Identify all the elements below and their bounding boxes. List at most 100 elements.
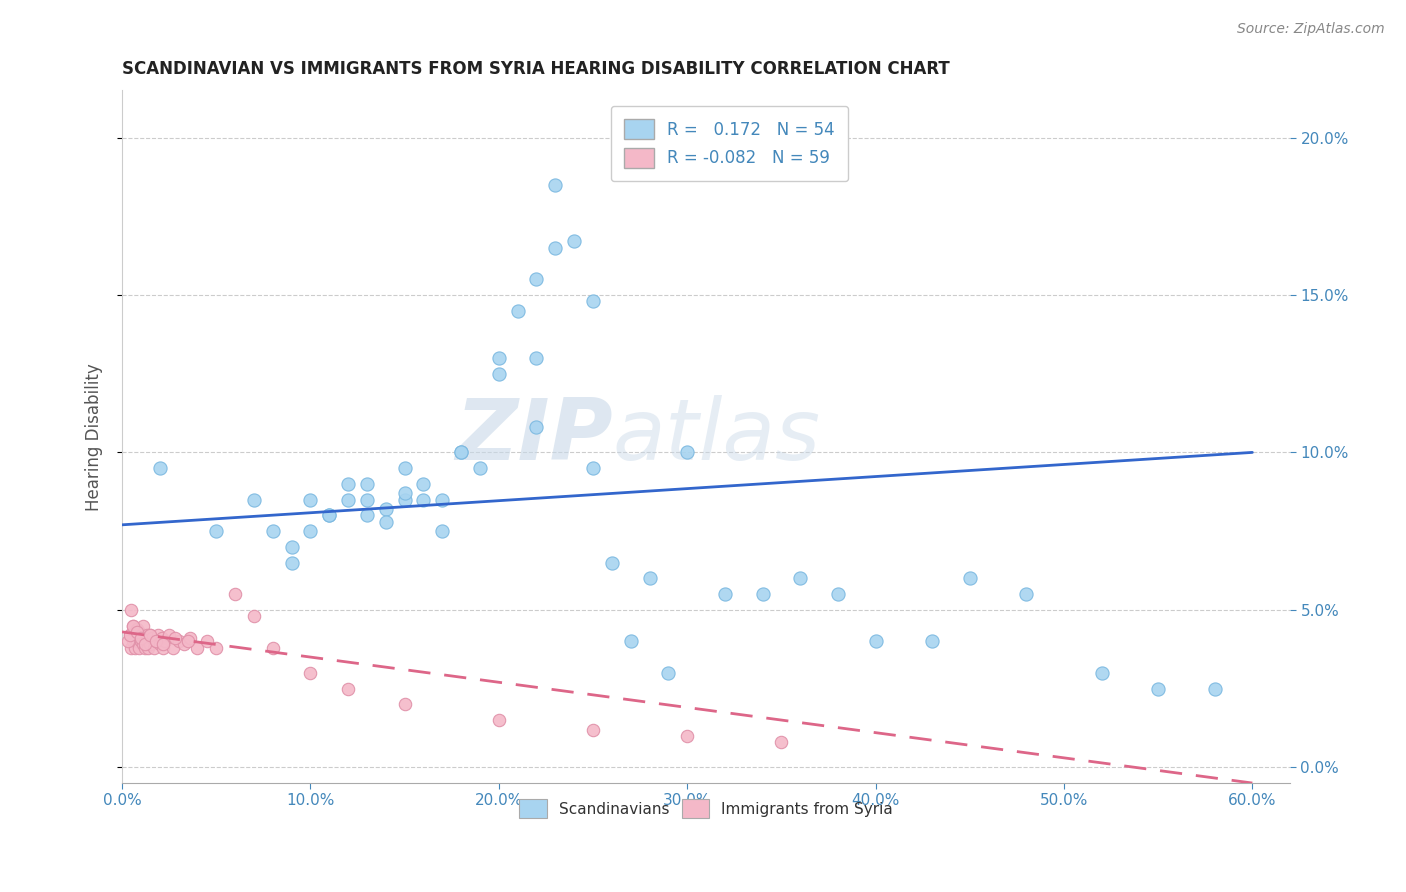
Point (337, 476, 360, 491)
Text: SCANDINAVIAN VS IMMIGRANTS FROM SYRIA HEARING DISABILITY CORRELATION CHART: SCANDINAVIAN VS IMMIGRANTS FROM SYRIA HE… (122, 60, 950, 78)
Text: ZIP: ZIP (456, 395, 613, 478)
Point (157, 628, 180, 642)
Point (394, 492, 416, 507)
Point (432, 524, 454, 538)
Point (714, 587, 737, 601)
Point (544, 178, 567, 192)
Point (163, 631, 186, 645)
Point (262, 640, 284, 655)
Point (450, 445, 472, 459)
Point (167, 634, 190, 648)
Point (173, 638, 195, 652)
Point (394, 698, 416, 712)
Point (374, 502, 396, 516)
Y-axis label: Hearing Disability: Hearing Disability (86, 363, 103, 510)
Point (127, 624, 149, 639)
Point (959, 571, 981, 585)
Point (128, 640, 150, 655)
Point (676, 729, 699, 743)
Point (318, 508, 340, 523)
Text: Source: ZipAtlas.com: Source: ZipAtlas.com (1237, 22, 1385, 37)
Point (124, 640, 146, 655)
Point (129, 628, 152, 642)
Point (356, 508, 378, 523)
Point (149, 638, 172, 652)
Point (827, 587, 849, 601)
Point (544, 241, 567, 255)
Point (488, 367, 510, 381)
Point (122, 618, 145, 632)
Point (789, 571, 811, 585)
Point (195, 634, 218, 648)
Point (865, 634, 887, 648)
Point (280, 540, 302, 554)
Point (146, 628, 169, 642)
Point (1204, 681, 1226, 696)
Point (526, 420, 548, 434)
Point (117, 634, 139, 648)
Point (657, 665, 679, 680)
Point (121, 640, 143, 655)
Point (562, 235, 585, 249)
Point (582, 723, 605, 737)
Point (205, 524, 228, 538)
Point (620, 634, 643, 648)
Point (243, 492, 266, 507)
Point (582, 294, 605, 309)
Point (337, 492, 360, 507)
Point (1147, 681, 1170, 696)
Point (134, 638, 156, 652)
Point (118, 628, 141, 642)
Point (1091, 665, 1114, 680)
Point (177, 634, 200, 648)
Point (138, 640, 160, 655)
Point (127, 622, 149, 636)
Point (299, 524, 322, 538)
Point (262, 524, 284, 538)
Text: atlas: atlas (613, 395, 821, 478)
Point (582, 461, 605, 475)
Point (145, 634, 167, 648)
Point (127, 634, 149, 648)
Point (152, 638, 174, 652)
Point (149, 461, 172, 475)
Point (139, 628, 162, 642)
Point (139, 638, 162, 652)
Point (145, 634, 167, 648)
Point (143, 640, 166, 655)
Point (122, 618, 145, 632)
Point (299, 665, 322, 680)
Point (468, 461, 491, 475)
Point (299, 492, 322, 507)
Point (412, 476, 434, 491)
Point (526, 272, 548, 286)
Point (921, 634, 943, 648)
Point (638, 571, 661, 585)
Point (676, 445, 699, 459)
Point (1015, 587, 1038, 601)
Point (134, 640, 156, 655)
Point (152, 640, 174, 655)
Point (318, 508, 340, 523)
Point (139, 628, 162, 642)
Point (432, 492, 454, 507)
Point (394, 461, 416, 475)
Point (129, 631, 152, 645)
Point (280, 556, 302, 570)
Point (337, 681, 360, 696)
Point (150, 631, 173, 645)
Point (450, 445, 472, 459)
Point (129, 634, 152, 648)
Point (132, 618, 155, 632)
Point (124, 628, 146, 642)
Point (134, 631, 156, 645)
Point (122, 634, 145, 648)
Point (356, 492, 378, 507)
Point (751, 587, 773, 601)
Point (356, 476, 378, 491)
Point (224, 587, 246, 601)
Point (186, 640, 208, 655)
Point (600, 556, 623, 570)
Point (488, 351, 510, 365)
Point (526, 351, 548, 365)
